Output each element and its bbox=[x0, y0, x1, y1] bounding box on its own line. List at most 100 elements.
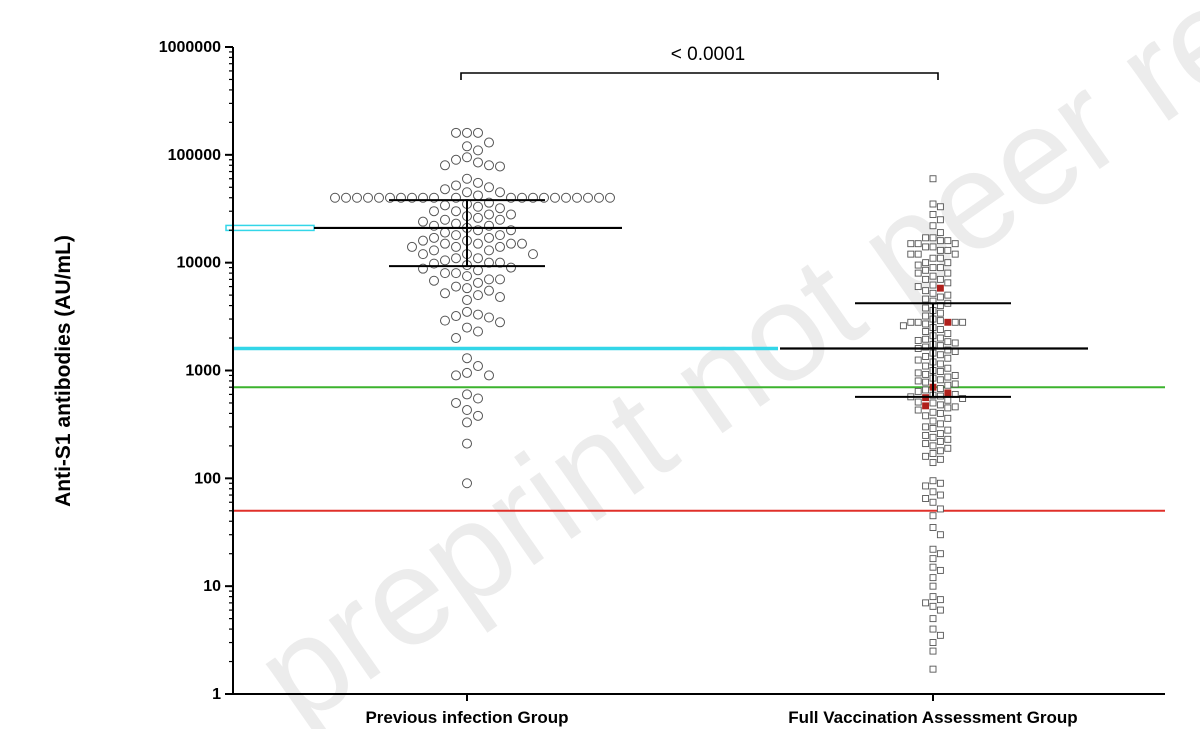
data-point-group1-83 bbox=[944, 364, 952, 372]
data-point-group1-15 bbox=[922, 243, 930, 251]
data-point-group1-60 bbox=[936, 326, 944, 333]
data-point-group1-133 bbox=[929, 450, 937, 457]
data-point-group1-156 bbox=[936, 596, 944, 604]
data-point-group0-37 bbox=[341, 192, 351, 203]
data-point-group1-62 bbox=[944, 330, 952, 338]
y-tick-label-5: 10 bbox=[203, 578, 221, 595]
x-category-label-1: Full Vaccination Assessment Group bbox=[788, 708, 1077, 727]
data-point-group1-48 bbox=[936, 309, 944, 317]
data-point-group0-105 bbox=[473, 309, 483, 320]
data-point-group1-64 bbox=[936, 334, 944, 342]
data-point-group1-137 bbox=[929, 477, 937, 485]
data-point-group1-37 bbox=[936, 284, 944, 292]
data-point-group1-124 bbox=[936, 430, 944, 438]
data-point-group0-70 bbox=[506, 238, 516, 249]
data-point-group0-54 bbox=[418, 216, 428, 227]
y-tick-label-4: 100 bbox=[194, 470, 221, 487]
y-tick-label-1: 100000 bbox=[168, 147, 221, 164]
data-point-group0-74 bbox=[407, 241, 417, 252]
data-point-group1-34 bbox=[944, 279, 952, 287]
data-point-group0-94 bbox=[495, 274, 505, 285]
data-point-group1-143 bbox=[929, 498, 937, 506]
cyan-marker-group-0 bbox=[225, 224, 315, 232]
data-point-group1-121 bbox=[922, 423, 930, 431]
data-point-group1-151 bbox=[929, 563, 937, 571]
data-point-group1-9 bbox=[936, 237, 944, 245]
data-point-group1-22 bbox=[936, 254, 944, 262]
data-point-group1-58 bbox=[899, 322, 907, 330]
data-point-group1-149 bbox=[936, 550, 944, 558]
data-point-group0-52 bbox=[440, 214, 450, 225]
data-point-group0-55 bbox=[451, 218, 461, 229]
data-point-group1-152 bbox=[936, 566, 944, 574]
data-point-group0-108 bbox=[440, 315, 450, 326]
data-point-group1-10 bbox=[944, 237, 952, 245]
data-point-group1-116 bbox=[936, 409, 944, 417]
data-point-group1-38 bbox=[922, 287, 930, 295]
data-point-group1-113 bbox=[944, 404, 952, 412]
x-category-label-0: Previous infection Group bbox=[365, 708, 568, 727]
data-point-group1-92 bbox=[914, 377, 922, 385]
data-point-group0-97 bbox=[451, 281, 461, 292]
data-point-group1-118 bbox=[944, 414, 952, 422]
data-point-group1-157 bbox=[922, 599, 930, 607]
data-point-group0-71 bbox=[517, 238, 527, 249]
data-point-group1-161 bbox=[929, 625, 937, 633]
data-point-group1-126 bbox=[929, 433, 937, 441]
data-point-group0-45 bbox=[495, 203, 505, 214]
data-point-group0-75 bbox=[484, 245, 494, 256]
data-point-group0-110 bbox=[462, 322, 472, 333]
data-point-group0-68 bbox=[473, 238, 483, 249]
data-point-group1-132 bbox=[936, 447, 944, 455]
data-point-group1-73 bbox=[944, 346, 952, 354]
data-point-group0-82 bbox=[440, 255, 450, 266]
data-point-group1-140 bbox=[929, 488, 937, 496]
data-point-group1-41 bbox=[936, 293, 944, 301]
data-point-group1-46 bbox=[922, 304, 930, 312]
data-point-group1-56 bbox=[959, 318, 967, 326]
data-point-group1-39 bbox=[929, 289, 937, 297]
data-point-group0-79 bbox=[528, 249, 538, 260]
data-point-group1-25 bbox=[914, 261, 922, 269]
data-point-group1-150 bbox=[929, 555, 937, 563]
data-point-group0-78 bbox=[418, 249, 428, 260]
data-point-group0-69 bbox=[440, 238, 450, 249]
data-point-group0-14 bbox=[451, 180, 461, 191]
data-point-group1-147 bbox=[936, 531, 944, 539]
data-point-group0-5 bbox=[473, 145, 483, 156]
data-point-group0-48 bbox=[484, 209, 494, 220]
data-point-group1-138 bbox=[936, 479, 944, 487]
data-point-group0-16 bbox=[440, 184, 450, 195]
data-point-group1-3 bbox=[929, 210, 937, 218]
data-point-group0-111 bbox=[473, 326, 483, 337]
data-point-group1-123 bbox=[944, 426, 952, 434]
data-point-group0-62 bbox=[451, 230, 461, 241]
data-point-group1-107 bbox=[944, 396, 952, 404]
data-point-group0-84 bbox=[495, 257, 505, 268]
data-point-group0-18 bbox=[495, 187, 505, 198]
data-point-group0-117 bbox=[484, 370, 494, 381]
data-point-group0-10 bbox=[440, 160, 450, 171]
data-point-group1-7 bbox=[929, 234, 937, 242]
data-point-group0-107 bbox=[484, 312, 494, 323]
data-point-group0-72 bbox=[451, 241, 461, 252]
data-point-group1-14 bbox=[929, 243, 937, 251]
median-iqr-bars bbox=[314, 199, 1088, 398]
data-point-group0-40 bbox=[605, 192, 615, 203]
data-point-group0-9 bbox=[484, 160, 494, 171]
data-point-group0-76 bbox=[429, 245, 439, 256]
data-point-group0-123 bbox=[462, 417, 472, 428]
data-point-group1-130 bbox=[929, 442, 937, 450]
data-point-group1-141 bbox=[936, 491, 944, 499]
data-point-group0-112 bbox=[451, 333, 461, 344]
data-point-group1-17 bbox=[944, 246, 952, 254]
data-point-group1-93 bbox=[922, 378, 930, 386]
data-point-group0-114 bbox=[473, 361, 483, 372]
data-point-group1-67 bbox=[944, 338, 952, 346]
data-point-group0-2 bbox=[451, 127, 461, 138]
data-point-group0-119 bbox=[473, 393, 483, 404]
data-point-group0-35 bbox=[352, 192, 362, 203]
data-point-group0-8 bbox=[473, 157, 483, 168]
data-point-group0-89 bbox=[473, 265, 483, 276]
data-point-group1-136 bbox=[929, 459, 937, 467]
